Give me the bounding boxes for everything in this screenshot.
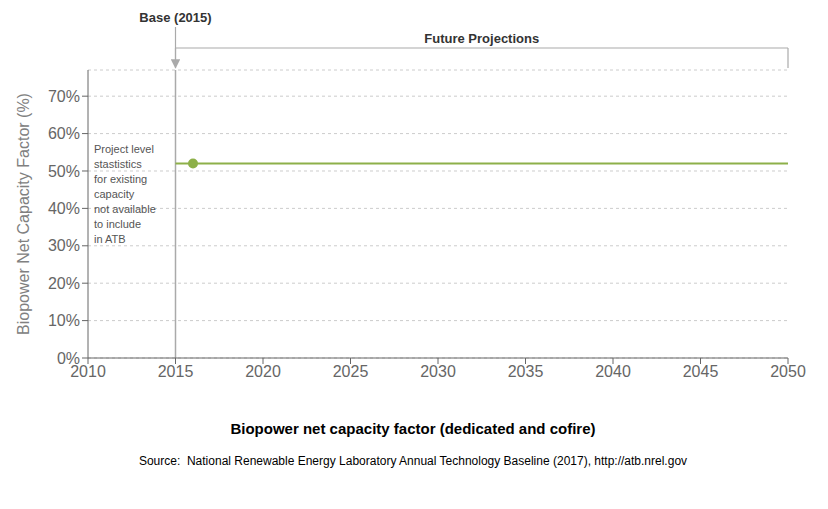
html-text:Source: National Renewable Ene: Source: National Renewable Energy Labora… — [138, 454, 688, 468]
svg-text:70%: 70% — [48, 88, 80, 105]
svg-text:2050: 2050 — [770, 363, 806, 380]
svg-text:2015: 2015 — [158, 363, 194, 380]
svg-text:2045: 2045 — [683, 363, 719, 380]
svg-text:0%: 0% — [57, 350, 80, 367]
svg-text:Future Projections: Future Projections — [424, 31, 539, 46]
svg-text:40%: 40% — [48, 200, 80, 217]
svg-text:Base (2015): Base (2015) — [139, 10, 211, 25]
svg-text:2040: 2040 — [595, 363, 631, 380]
svg-text:2020: 2020 — [245, 363, 281, 380]
svg-text:50%: 50% — [48, 163, 80, 180]
svg-text:2010: 2010 — [70, 363, 106, 381]
svg-text:2035: 2035 — [508, 363, 544, 380]
svg-text:2030: 2030 — [420, 363, 456, 380]
svg-text:2025: 2025 — [333, 363, 369, 380]
svg-text:60%: 60% — [48, 125, 80, 142]
svg-text:20%: 20% — [48, 275, 80, 292]
svg-text:10%: 10% — [48, 312, 80, 329]
svg-text:30%: 30% — [48, 237, 80, 254]
html-text:Project level stastistics for: Project level stastistics for existing c… — [94, 143, 156, 245]
svg-text:Biopower Net Capacity Factor (: Biopower Net Capacity Factor (%) — [15, 93, 32, 335]
html-text:Biopower net capacity factor (: Biopower net capacity factor (dedicated … — [230, 420, 596, 437]
